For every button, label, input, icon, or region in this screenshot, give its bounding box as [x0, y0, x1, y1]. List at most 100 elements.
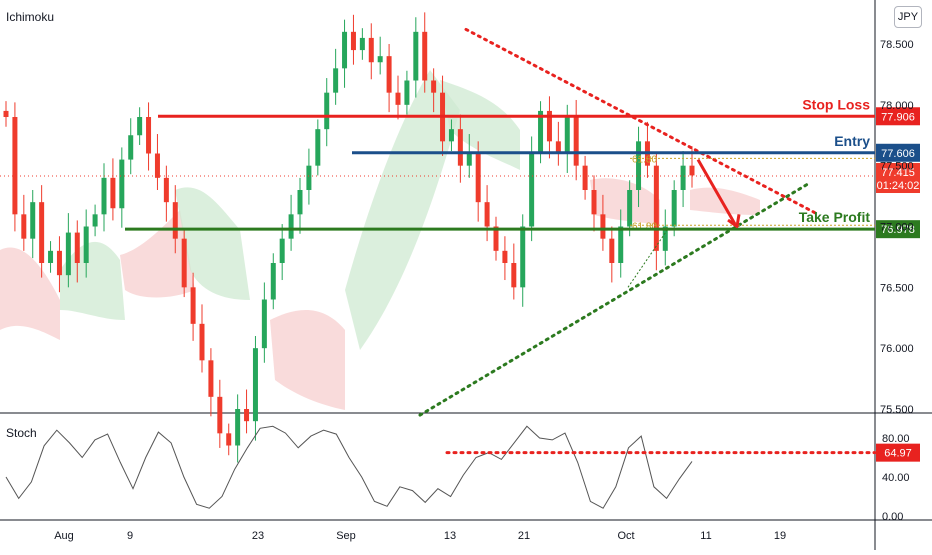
candle-body [65, 232, 71, 276]
candle-body [475, 153, 481, 203]
time-tick-label: 21 [518, 530, 530, 542]
candle-body [137, 117, 143, 136]
candle-body [154, 153, 160, 178]
candle-body [520, 226, 526, 288]
entry-price-tag: 77.606 [881, 148, 915, 160]
take-profit-label: Take Profit [799, 209, 871, 225]
candle-body [217, 396, 223, 434]
ichimoku-cloud [690, 187, 760, 215]
candle-body [573, 117, 579, 166]
stoch-tick-label: 0.00 [882, 511, 903, 523]
candle-body [244, 409, 250, 422]
candle-body [261, 299, 267, 349]
candle-body [386, 56, 392, 93]
candle-body [538, 110, 544, 154]
candle-body [511, 263, 517, 288]
candle-body [395, 92, 401, 105]
time-tick-label: 23 [252, 530, 264, 542]
indicator-name-label[interactable]: Ichimoku [6, 10, 55, 24]
candle-body [582, 165, 588, 190]
candle-body [484, 202, 490, 227]
take-profit-price-tag-bg [876, 220, 920, 239]
time-tick-label: 11 [700, 530, 711, 542]
support-trendline [418, 182, 810, 417]
candle-body [546, 110, 552, 142]
time-tick-label: Oct [617, 530, 634, 542]
take-profit-price-tag: 76.978 [881, 224, 915, 236]
candle-body [226, 433, 232, 446]
candle-body [653, 165, 659, 251]
candle-body [110, 177, 116, 209]
time-tick-label: 9 [127, 530, 133, 542]
price-tick-label: 76.000 [880, 343, 914, 355]
candle-body [270, 263, 276, 300]
stoch-tick-label: 80.00 [882, 433, 910, 445]
candle-body [448, 129, 454, 142]
countdown-timer: 01:24:02 [877, 180, 920, 192]
candle-body [466, 153, 472, 166]
candle-body [119, 159, 125, 209]
candle-body [350, 31, 356, 51]
price-tick-label: 76.500 [880, 282, 914, 294]
candle-body [555, 141, 561, 154]
time-tick-label: 19 [774, 530, 786, 542]
candle-body [190, 287, 196, 324]
forecast-arrowhead [727, 214, 741, 228]
ichimoku-cloud [345, 70, 460, 350]
candle-body [297, 190, 303, 215]
candle-body [48, 250, 54, 263]
candle-body [181, 238, 187, 288]
stoch-indicator-label[interactable]: Stoch [6, 426, 37, 440]
candle-body [493, 226, 499, 251]
candle-body [92, 214, 98, 227]
candle-body [413, 31, 419, 81]
candle-body [12, 117, 18, 215]
candle-body [279, 238, 285, 263]
candle-body [689, 165, 695, 176]
candle-body [662, 226, 668, 251]
ichimoku-cloud [270, 310, 345, 410]
stoch-level-tag: 64.97 [884, 448, 912, 460]
stop-loss-price-tag: 77.906 [881, 111, 915, 123]
candle-body [502, 250, 508, 263]
ichimoku-cloud [590, 178, 660, 225]
candle-body [3, 110, 9, 117]
stoch-level-tag-bg [876, 443, 920, 462]
stoch-tick-label: 40.00 [882, 472, 910, 484]
ichimoku-cloud [175, 187, 250, 300]
candle-body [30, 202, 36, 239]
price-tick-label: 78.000 [880, 100, 914, 112]
candle-body [564, 117, 570, 154]
candle-body [627, 190, 633, 227]
candle-body [252, 348, 258, 422]
candle-body [306, 165, 312, 190]
entry-price-tag-bg [876, 143, 920, 162]
candle-body [457, 129, 463, 166]
candle-body [342, 31, 348, 69]
price-tick-label: 77.000 [880, 222, 914, 234]
fib-label: 61.80 [632, 154, 657, 165]
currency-button[interactable]: JPY [894, 6, 922, 28]
candle-body [609, 238, 615, 263]
candle-body [591, 190, 597, 215]
candle-body [431, 80, 437, 93]
candle-body [288, 214, 294, 239]
candle-body [680, 165, 686, 190]
candle-body [208, 360, 214, 397]
candle-body [333, 68, 339, 93]
ichimoku-cloud [0, 247, 60, 340]
price-tick-label: 75.500 [880, 404, 914, 416]
candle-body [404, 80, 410, 105]
candle-body [163, 177, 169, 203]
candle-body [146, 117, 152, 154]
forecast-arrow [696, 158, 737, 225]
candle-body [529, 153, 535, 227]
fib-label: 61.80 [632, 221, 657, 232]
candle-body [56, 250, 62, 276]
current-price-tag-bg [876, 163, 920, 194]
time-tick-label: Sep [336, 530, 356, 542]
time-tick-label: 13 [444, 530, 456, 542]
candle-body [324, 92, 330, 130]
